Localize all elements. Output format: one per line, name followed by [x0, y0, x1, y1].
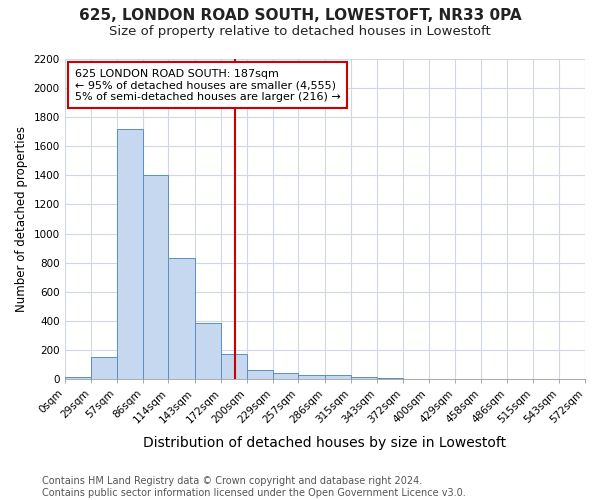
Text: Size of property relative to detached houses in Lowestoft: Size of property relative to detached ho… — [109, 25, 491, 38]
Bar — [247, 370, 273, 379]
Bar — [91, 357, 116, 379]
Bar — [195, 323, 221, 379]
Bar — [65, 377, 91, 379]
Text: 625 LONDON ROAD SOUTH: 187sqm
← 95% of detached houses are smaller (4,555)
5% of: 625 LONDON ROAD SOUTH: 187sqm ← 95% of d… — [75, 68, 341, 102]
Bar — [143, 176, 169, 379]
Bar — [325, 376, 351, 379]
Bar — [221, 354, 247, 379]
Bar — [169, 258, 195, 379]
Bar — [377, 378, 403, 379]
Bar — [298, 376, 325, 379]
Text: 625, LONDON ROAD SOUTH, LOWESTOFT, NR33 0PA: 625, LONDON ROAD SOUTH, LOWESTOFT, NR33 … — [79, 8, 521, 22]
Bar — [116, 129, 143, 379]
Y-axis label: Number of detached properties: Number of detached properties — [15, 126, 28, 312]
Bar — [273, 373, 298, 379]
Bar — [351, 377, 377, 379]
X-axis label: Distribution of detached houses by size in Lowestoft: Distribution of detached houses by size … — [143, 436, 506, 450]
Text: Contains HM Land Registry data © Crown copyright and database right 2024.
Contai: Contains HM Land Registry data © Crown c… — [42, 476, 466, 498]
